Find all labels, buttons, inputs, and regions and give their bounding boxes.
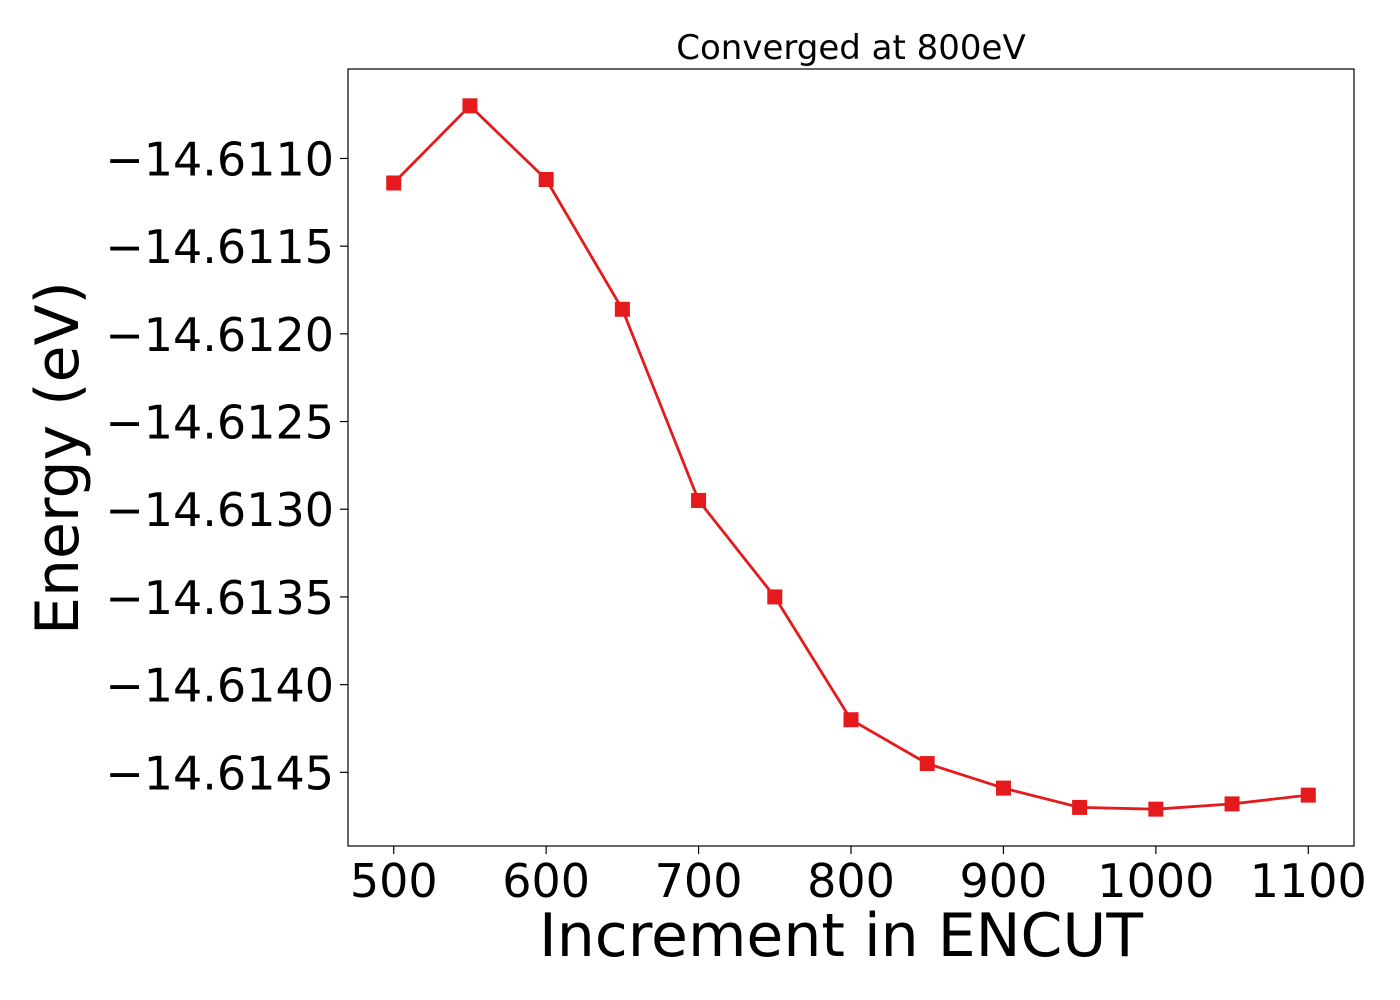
x-tick-label: 1100 [1250, 854, 1367, 908]
y-tick-label: −14.6125 [105, 396, 334, 450]
data-point-marker [1300, 787, 1316, 803]
series-line [392, 104, 1309, 811]
data-point-marker [843, 712, 859, 728]
data-point-marker [1224, 796, 1240, 812]
data-point-marker [1148, 801, 1164, 817]
data-point-marker [767, 589, 783, 605]
x-axis-label: Increment in ENCUT [539, 901, 1143, 971]
x-tick-label: 800 [807, 854, 895, 908]
data-point-marker [614, 301, 630, 317]
y-tick-label: −14.6135 [105, 571, 334, 625]
y-tick-label: −14.6110 [105, 132, 334, 186]
plot-area-frame [347, 68, 1355, 847]
x-tick-label: 600 [502, 854, 590, 908]
data-point-marker [919, 756, 935, 772]
data-point-marker [691, 492, 707, 508]
x-tick-label: 900 [960, 854, 1048, 908]
chart-title: Converged at 800eV [676, 28, 1025, 68]
data-point-marker [386, 175, 402, 191]
data-point-marker [995, 780, 1011, 796]
y-tick-label: −14.6130 [105, 483, 334, 537]
y-tick-label: −14.6140 [105, 659, 334, 713]
x-tick-label: 700 [655, 854, 743, 908]
x-tick-label: 500 [350, 854, 438, 908]
data-point-marker [1072, 799, 1088, 815]
x-tick-label: 1000 [1097, 854, 1214, 908]
y-axis-label: Energy (eV) [23, 281, 93, 635]
y-tick-label: −14.6120 [105, 308, 334, 362]
data-point-marker [538, 171, 554, 187]
y-tick-label: −14.6145 [105, 746, 334, 800]
data-point-marker [462, 98, 478, 114]
y-tick-label: −14.6115 [105, 220, 334, 274]
